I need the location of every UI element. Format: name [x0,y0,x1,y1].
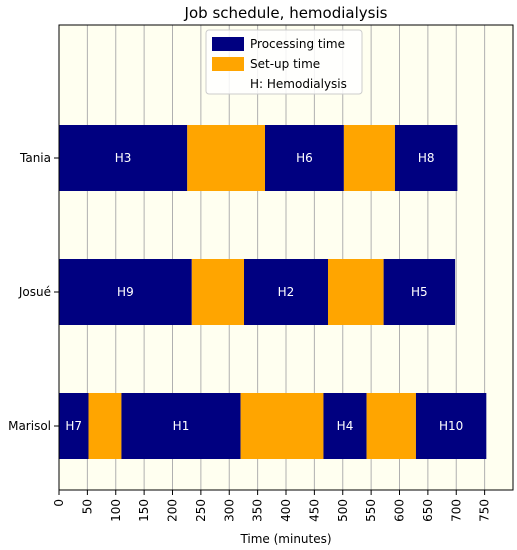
y-tick-label: Marisol [8,419,51,433]
x-tick-label: 200 [166,499,180,522]
legend-swatch [212,37,244,51]
y-tick-label: Tania [19,151,51,165]
processing-bar [265,125,344,191]
setup-bar [366,393,416,459]
bars [59,125,487,459]
setup-bar [343,125,395,191]
x-tick-label: 50 [80,499,94,514]
processing-bar [323,393,367,459]
x-tick-label: 550 [364,499,378,522]
y-axis-ticks: Tania Josué Marisol [8,151,59,433]
x-tick-label: 450 [307,499,321,522]
processing-bar [121,393,241,459]
x-tick-label: 650 [421,499,435,522]
x-tick-label: 400 [279,499,293,522]
processing-bar [394,125,458,191]
setup-bar [88,393,122,459]
bar-label: H3 [115,151,132,165]
processing-bar [415,393,487,459]
bar-label: H10 [439,419,463,433]
bar-label: H2 [278,285,295,299]
legend-label: Processing time [250,37,345,51]
x-axis-label: Time (minutes) [239,532,331,546]
processing-bar [59,393,89,459]
setup-bar [191,259,245,325]
x-tick-label: 750 [478,499,492,522]
setup-bar [327,259,384,325]
bar-label: H9 [117,285,134,299]
processing-bar [383,259,456,325]
bar-labels: H3 H6 H8 H9 H2 H5 H7 H1 H4 H10 [65,151,463,433]
y-tick-label: Josué [18,285,51,299]
legend-frame [205,29,363,95]
setup-bar [187,125,266,191]
bar-label: H8 [418,151,435,165]
plot-frame [58,24,514,491]
processing-bar [59,259,192,325]
x-tick-label: 700 [449,499,463,522]
x-tick-label: 500 [336,499,350,522]
processing-bar [59,125,188,191]
bar-label: H7 [65,419,82,433]
setup-bar [240,393,324,459]
x-tick-label: 250 [194,499,208,522]
x-tick-label: 350 [251,499,265,522]
x-tick-label: 300 [222,499,236,522]
legend-swatch [212,57,244,71]
legend: Processing time Set-up time H: Hemodialysi… [205,29,363,95]
x-tick-label: 600 [393,499,407,522]
processing-bar [244,259,328,325]
x-axis-ticks: 0 50 100 150 200 250 300 350 400 450 500 550 600 650 7… [52,490,492,522]
legend-label: H: Hemodialysis [250,77,347,91]
x-tick-label: 150 [137,499,151,522]
legend-label: Set-up time [250,57,320,71]
chart-title: Job schedule, hemodialysis [184,4,388,22]
bar-label: H4 [337,419,354,433]
bar-label: H5 [411,285,428,299]
x-tick-label: 100 [109,499,123,522]
bar-label: H6 [296,151,313,165]
x-tick-label: 0 [52,499,66,507]
bar-label: H1 [173,419,190,433]
